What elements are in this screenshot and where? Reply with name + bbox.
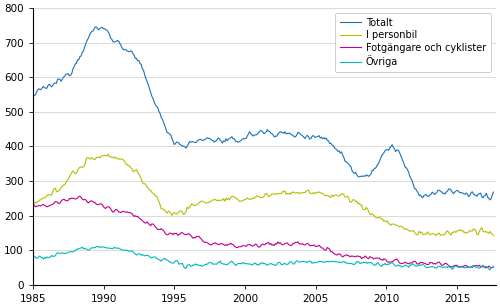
Övriga: [490, 265, 496, 268]
Totalt: [404, 166, 409, 169]
Övriga: [487, 268, 493, 272]
Övriga: [306, 259, 312, 263]
Line: I personbil: I personbil: [33, 154, 494, 236]
Totalt: [306, 135, 312, 139]
I personbil: [398, 225, 404, 228]
Totalt: [470, 190, 476, 194]
Line: Fotgängare och cyklister: Fotgängare och cyklister: [33, 196, 494, 268]
I personbil: [30, 201, 36, 204]
I personbil: [436, 231, 442, 235]
Fotgängare och cyklister: [309, 244, 315, 247]
Övriga: [94, 245, 100, 248]
I personbil: [432, 234, 438, 237]
Totalt: [435, 188, 441, 192]
I personbil: [490, 233, 496, 237]
Fotgängare och cyklister: [490, 265, 496, 269]
Övriga: [30, 255, 36, 258]
Totalt: [92, 25, 98, 29]
Fotgängare och cyklister: [77, 194, 83, 198]
Legend: Totalt, I personbil, Fotgängare och cyklister, Övriga: Totalt, I personbil, Fotgängare och cykl…: [335, 13, 491, 72]
Fotgängare och cyklister: [482, 266, 488, 270]
Övriga: [404, 264, 409, 267]
Övriga: [470, 265, 476, 268]
Totalt: [30, 94, 36, 98]
Fotgängare och cyklister: [398, 262, 404, 265]
Fotgängare och cyklister: [404, 261, 409, 265]
Totalt: [309, 135, 315, 138]
I personbil: [470, 227, 476, 231]
Fotgängare och cyklister: [470, 265, 476, 269]
I personbil: [306, 188, 312, 192]
I personbil: [404, 227, 409, 231]
Totalt: [487, 198, 493, 202]
Line: Övriga: Övriga: [33, 246, 494, 270]
Totalt: [490, 190, 496, 194]
I personbil: [105, 152, 111, 156]
Line: Totalt: Totalt: [33, 27, 494, 200]
Fotgängare och cyklister: [306, 242, 312, 246]
Övriga: [309, 261, 315, 265]
Fotgängare och cyklister: [435, 260, 441, 264]
Övriga: [435, 265, 441, 268]
Övriga: [398, 265, 404, 269]
I personbil: [309, 192, 315, 196]
Totalt: [398, 156, 404, 160]
Fotgängare och cyklister: [30, 201, 36, 205]
